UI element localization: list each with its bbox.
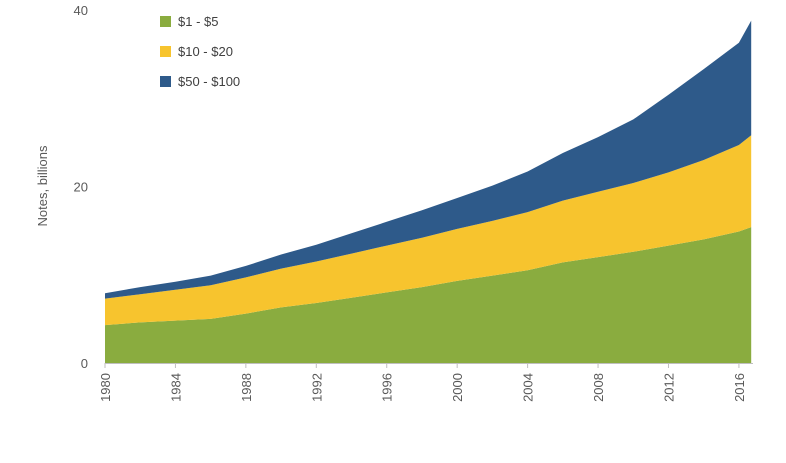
y-axis-ticks: 0 20 40 <box>74 3 88 371</box>
legend-label: $50 - $100 <box>178 74 240 89</box>
x-tick-label: 2008 <box>591 373 606 402</box>
y-axis-title: Notes, billions <box>35 145 50 226</box>
y-tick-label: 20 <box>74 180 88 195</box>
x-tick-label: 1996 <box>380 373 395 402</box>
area-series-group <box>105 20 752 363</box>
legend-swatch <box>160 76 171 87</box>
x-tick-label: 2004 <box>521 373 536 402</box>
area-series-3 <box>105 20 752 299</box>
area-series-2 <box>105 135 752 326</box>
y-tick-label: 40 <box>74 3 88 18</box>
legend-label: $1 - $5 <box>178 14 218 29</box>
legend: $1 - $5 $10 - $20 $50 - $100 <box>160 14 240 89</box>
x-tick-label: 1980 <box>98 373 113 402</box>
legend-label: $10 - $20 <box>178 44 233 59</box>
x-tick-label: 1988 <box>239 373 254 402</box>
x-tick-label: 2000 <box>450 373 465 402</box>
x-tick-label: 2012 <box>661 373 676 402</box>
legend-swatch <box>160 46 171 57</box>
x-axis-ticks: 1980 1984 1988 1992 1996 2000 2004 2008 2012 2016 <box>98 363 747 402</box>
legend-swatch <box>160 16 171 27</box>
area-series-1 <box>105 227 752 363</box>
x-tick-label: 1984 <box>168 373 183 402</box>
y-tick-label: 0 <box>81 356 88 371</box>
x-tick-label: 1992 <box>309 373 324 402</box>
x-tick-label: 2016 <box>732 373 747 402</box>
